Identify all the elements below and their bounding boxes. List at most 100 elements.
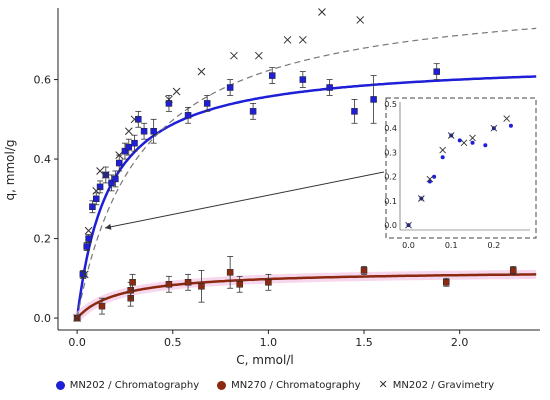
data-point	[184, 279, 192, 286]
data-point-cross	[197, 67, 206, 76]
fit-curve	[76, 273, 537, 319]
data-point	[85, 235, 92, 242]
data-point	[165, 100, 173, 107]
data-point-cross	[96, 167, 104, 175]
data-point	[360, 267, 368, 274]
legend-marker-cross: ✕	[378, 378, 388, 391]
inset-y-tick-label: 0.1	[384, 197, 397, 206]
data-point	[96, 183, 104, 191]
data-point-cross	[318, 8, 326, 16]
legend-item-mn270-chromatography: MN270 / Chromatography	[217, 379, 361, 391]
data-point	[83, 243, 90, 250]
inset-data-point	[432, 174, 437, 179]
data-point	[108, 179, 115, 187]
data-point-cross	[283, 35, 292, 44]
axes-layer: 0.0 0.5 1.0 1.5 2.0 0.0 0.2 0.4 0.6	[34, 8, 540, 349]
legend-marker-brown	[217, 380, 227, 390]
data-point-cross	[101, 171, 110, 179]
inset-data-point	[440, 155, 445, 160]
inset-data-point-cross	[469, 134, 476, 142]
data-point	[326, 84, 333, 91]
inset-x-tick-label: 0.2	[487, 241, 500, 250]
legend: MN202 / Chromatography MN270 / Chromatog…	[0, 374, 550, 396]
data-marks	[73, 8, 517, 322]
data-point	[299, 76, 307, 83]
data-point-cross	[254, 51, 263, 60]
data-point	[115, 159, 123, 167]
data-point	[370, 96, 377, 103]
data-point	[249, 108, 257, 115]
inset-data-point-cross	[490, 124, 498, 132]
data-point	[268, 72, 276, 79]
inset-data-point-cross	[405, 221, 412, 229]
data-point-cross	[165, 95, 173, 104]
data-point	[129, 279, 136, 286]
y-tick-label: 0.4	[34, 153, 52, 166]
data-point	[93, 195, 100, 203]
inset-x-tick-label: 0.1	[445, 241, 458, 250]
inset-x-tick-label: 0.0	[402, 241, 415, 250]
fit-curve	[76, 27, 537, 319]
x-tick-label: 1.0	[260, 336, 278, 349]
inset-y-tick-label: 0.5	[384, 100, 397, 109]
data-point	[150, 127, 157, 135]
data-point-cross	[73, 314, 81, 322]
arrow-layer	[104, 171, 385, 230]
inset-arrow	[104, 171, 385, 230]
data-point	[165, 281, 173, 288]
data-point	[198, 283, 205, 290]
y-tick-label: 0.2	[34, 233, 52, 246]
y-tick-label: 0.0	[34, 312, 52, 325]
data-point-cross	[130, 115, 139, 124]
data-point	[140, 127, 148, 135]
data-point-cross	[124, 127, 133, 136]
data-point-cross	[230, 51, 238, 60]
data-point	[509, 267, 517, 274]
x-tick-label: 2.0	[451, 336, 469, 349]
inset-panel: 0.0 0.1 0.2 0.3 0.4 0.5 0.0 0.1 0.2	[384, 97, 537, 250]
inset-data-point-cross	[460, 139, 468, 147]
data-point	[226, 269, 234, 276]
inset-data-point-cross	[426, 175, 434, 183]
inset-data-point	[483, 143, 488, 148]
inset-y-tick-label: 0.4	[384, 124, 397, 133]
data-point	[98, 302, 106, 310]
data-point	[433, 68, 440, 75]
legend-label: MN270 / Chromatography	[231, 379, 361, 391]
legend-label: MN202 / Gravimetry	[392, 379, 495, 391]
data-point-cross	[92, 187, 101, 195]
legend-marker-blue	[55, 380, 65, 390]
data-point-cross	[172, 87, 181, 96]
inset-data-point	[508, 123, 513, 128]
data-point	[89, 203, 96, 211]
inset-data-point	[457, 138, 462, 143]
data-point	[131, 139, 138, 147]
data-point	[236, 281, 243, 288]
y-axis-label: q, mmol/g	[3, 140, 17, 201]
data-point	[125, 143, 133, 151]
inset-frame	[385, 97, 537, 239]
inset-data-point	[470, 140, 475, 145]
legend-label: MN202 / Chromatography	[69, 379, 200, 391]
fit-confidence-band	[73, 269, 537, 322]
data-point	[203, 100, 211, 107]
data-point	[112, 175, 119, 183]
data-point	[184, 112, 192, 119]
x-tick-label: 0.5	[164, 336, 182, 349]
inset-y-tick-label: 0.2	[384, 173, 397, 182]
inset-data-point-cross	[439, 146, 446, 154]
data-point	[135, 116, 142, 123]
data-point-cross	[115, 151, 124, 159]
inset-data-point-cross	[447, 132, 455, 139]
data-point	[226, 84, 234, 91]
inset-data-point-cross	[503, 115, 510, 122]
data-point-cross	[356, 16, 365, 24]
data-point	[79, 271, 87, 278]
y-tick-label: 0.6	[34, 74, 52, 87]
legend-item-mn202-chromatography: MN202 / Chromatography	[55, 379, 200, 391]
x-tick-label: 1.5	[355, 336, 373, 349]
x-axis-label: C, mmol/l	[236, 353, 293, 367]
data-point	[121, 147, 129, 155]
inset-y-tick-label: 0.0	[384, 221, 397, 230]
